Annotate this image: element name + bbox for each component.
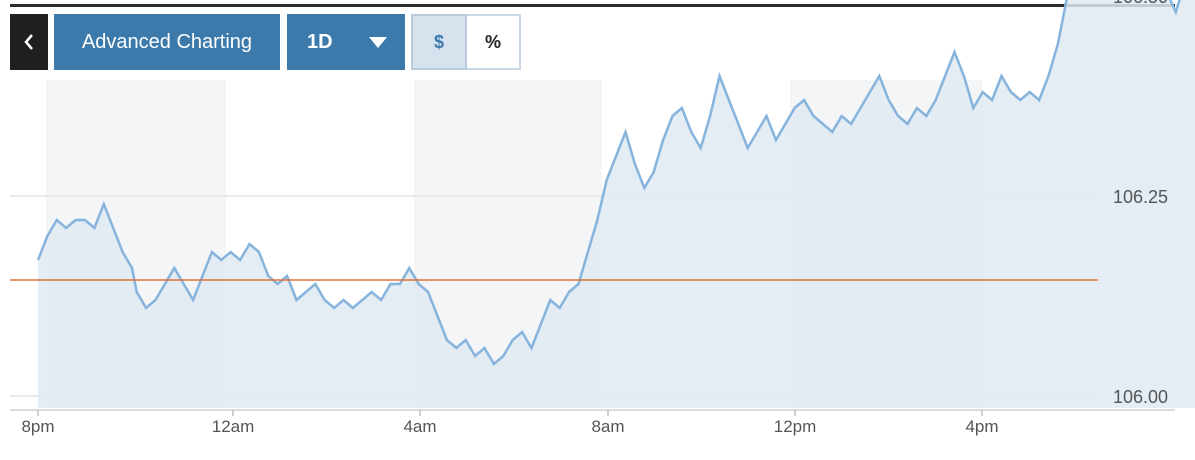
back-button[interactable]	[10, 14, 48, 70]
x-tick-label: 4pm	[965, 417, 998, 436]
x-tick-label: 8pm	[21, 417, 54, 436]
top-border-line	[10, 4, 1175, 7]
x-tick-label: 8am	[591, 417, 624, 436]
y-tick-label: 106.25	[1113, 187, 1168, 207]
percent-mode-button[interactable]: %	[467, 14, 521, 70]
y-tick-label: 106.00	[1113, 387, 1168, 407]
x-tick-label: 12am	[212, 417, 255, 436]
chevron-left-icon	[24, 34, 33, 50]
caret-down-icon	[369, 37, 387, 48]
x-tick-label: 12pm	[774, 417, 817, 436]
x-tick-label: 4am	[403, 417, 436, 436]
price-area	[38, 0, 1195, 408]
x-axis-labels: 8pm 12am 4am 8am 12pm 4pm	[21, 410, 999, 436]
dollar-mode-button[interactable]: $	[411, 14, 467, 70]
range-label: 1D	[307, 30, 333, 53]
advanced-charting-button[interactable]: Advanced Charting	[54, 14, 280, 70]
price-line	[36, 0, 1181, 366]
range-dropdown[interactable]: 1D	[287, 14, 405, 70]
y-tick-label: 106.50	[1113, 0, 1168, 7]
